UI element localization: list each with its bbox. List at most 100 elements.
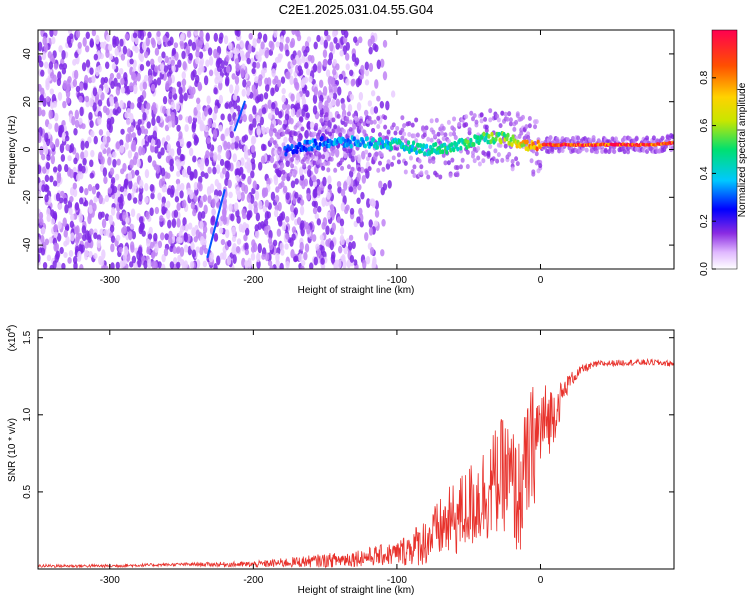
spectrogram-noise-cell: [170, 59, 175, 66]
spectrogram-noise-cell: [146, 121, 151, 129]
spectrogram-noise-cell: [92, 202, 97, 212]
spectrogram-noise-cell: [42, 35, 47, 46]
spectrogram-halo-cell: [340, 165, 345, 171]
spectrogram-noise-cell: [220, 113, 225, 121]
spectrogram-noise-cell: [156, 77, 162, 86]
spectrogram-noise-cell: [109, 96, 114, 103]
spectrogram-noise-cell: [78, 95, 83, 103]
spectrogram-noise-cell: [202, 260, 208, 268]
spectrogram-noise-cell: [119, 38, 124, 47]
y-tick-label: 0.5: [22, 485, 33, 499]
spectrogram-halo-cell: [391, 122, 396, 128]
spectrogram-noise-cell: [359, 73, 364, 80]
spectrogram-noise-cell: [48, 61, 54, 70]
spectrogram-noise-cell: [220, 215, 225, 222]
spectrogram-noise-cell: [41, 51, 47, 61]
spectrogram-tone-cell: [499, 139, 503, 145]
y-tick-label: -20: [22, 190, 33, 205]
spectrogram-halo-cell: [613, 136, 618, 142]
spectrogram-noise-cell: [147, 233, 153, 240]
spectrogram-noise-cell: [243, 234, 248, 242]
spectrogram-noise-cell: [75, 85, 81, 93]
spectrogram-noise-cell: [162, 96, 168, 105]
spectrogram-noise-cell: [261, 107, 267, 115]
spectrogram-noise-cell: [242, 113, 248, 123]
spectrogram-noise-cell: [262, 33, 268, 43]
spectrogram-noise-cell: [102, 135, 107, 145]
spectrogram-noise-cell: [38, 190, 42, 201]
spectrogram-tone-cell: [320, 135, 324, 141]
spectrogram-noise-cell: [323, 30, 329, 37]
spectrogram-noise-cell: [194, 136, 200, 144]
spectrogram-noise-cell: [276, 228, 282, 237]
spectrogram-halo-cell: [357, 166, 362, 172]
spectrogram-noise-cell: [127, 193, 132, 201]
spectrogram-noise-cell: [186, 31, 192, 38]
spectrogram-noise-cell: [323, 58, 328, 67]
spectrogram-noise-cell: [241, 88, 246, 97]
spectrogram-noise-cell: [353, 36, 358, 43]
spectrogram-halo-cell: [452, 127, 457, 133]
spectrogram-halo-cell: [278, 146, 283, 152]
spectrogram-halo-cell: [555, 138, 560, 144]
spectrogram-noise-cell: [161, 263, 166, 269]
spectrogram-noise-cell: [211, 198, 216, 209]
spectrogram-noise-cell: [270, 87, 275, 97]
spectrogram-noise-cell: [120, 53, 126, 61]
spectrogram-noise-cell: [104, 61, 110, 70]
spectrogram-halo-cell: [324, 120, 329, 126]
spectrogram-halo-cell: [383, 115, 388, 121]
spectrogram-noise-cell: [198, 200, 203, 208]
spectrogram-noise-cell: [167, 219, 172, 229]
y-tick-label: -40: [22, 237, 33, 252]
spectrogram-noise-cell: [241, 182, 246, 192]
spectrogram-noise-cell: [336, 180, 342, 188]
spectrogram-noise-cell: [269, 137, 274, 144]
spectrogram-noise-cell: [177, 254, 182, 262]
spectrogram-halo-cell: [376, 123, 381, 129]
spectrogram-noise-cell: [171, 117, 176, 128]
spectrogram-noise-cell: [332, 92, 338, 101]
spectrogram-halo-cell: [531, 171, 536, 177]
spectrogram-noise-cell: [369, 246, 375, 256]
spectrogram-tone-cell: [529, 145, 533, 150]
spectrogram-tone-cell: [406, 140, 411, 145]
spectrogram-noise-cell: [184, 223, 189, 232]
spectrogram-noise-cell: [309, 262, 314, 269]
spectrogram-noise-cell: [193, 30, 199, 37]
spectrogram-noise-cell: [356, 197, 361, 205]
spectrogram-noise-cell: [157, 151, 162, 160]
spectrogram-noise-cell: [174, 188, 179, 199]
spectrogram-noise-cell: [109, 167, 115, 176]
spectrogram-noise-cell: [204, 172, 209, 179]
spectrogram-halo-cell: [278, 120, 283, 126]
spectrogram-noise-cell: [306, 36, 312, 43]
spectrogram-noise-cell: [69, 186, 75, 196]
spectrogram-noise-cell: [140, 222, 145, 231]
spectrogram-tone-cell: [304, 147, 308, 153]
spectrogram-noise-cell: [100, 143, 105, 151]
spectrogram-noise-cell: [316, 186, 322, 196]
spectrogram-noise-cell: [53, 231, 58, 238]
spectrogram-halo-cell: [362, 121, 367, 127]
spectrogram-noise-cell: [251, 84, 256, 93]
spectrogram-noise-cell: [151, 101, 157, 112]
spectrogram-noise-cell: [41, 153, 46, 161]
spectrogram-noise-cell: [199, 220, 204, 230]
spectrogram-halo-cell: [414, 138, 419, 144]
spectrogram-noise-cell: [188, 147, 194, 157]
spectrogram-halo-cell: [570, 135, 575, 141]
spectrogram-noise-cell: [171, 47, 177, 56]
spectrogram-noise-cell: [225, 75, 230, 86]
spectrogram-noise-cell: [151, 39, 156, 49]
spectrogram-halo-cell: [364, 168, 369, 174]
spectrogram-noise-cell: [360, 64, 365, 75]
spectrogram-noise-cell: [269, 156, 275, 164]
spectrogram-noise-cell: [255, 212, 261, 222]
spectrogram-halo-cell: [429, 118, 434, 124]
spectrogram-noise-cell: [139, 63, 145, 72]
spectrogram-noise-cell: [369, 198, 374, 206]
spectrogram-tone-cell: [510, 142, 514, 148]
spectrogram-noise-cell: [119, 99, 124, 110]
spectrogram-halo-cell: [317, 158, 322, 164]
